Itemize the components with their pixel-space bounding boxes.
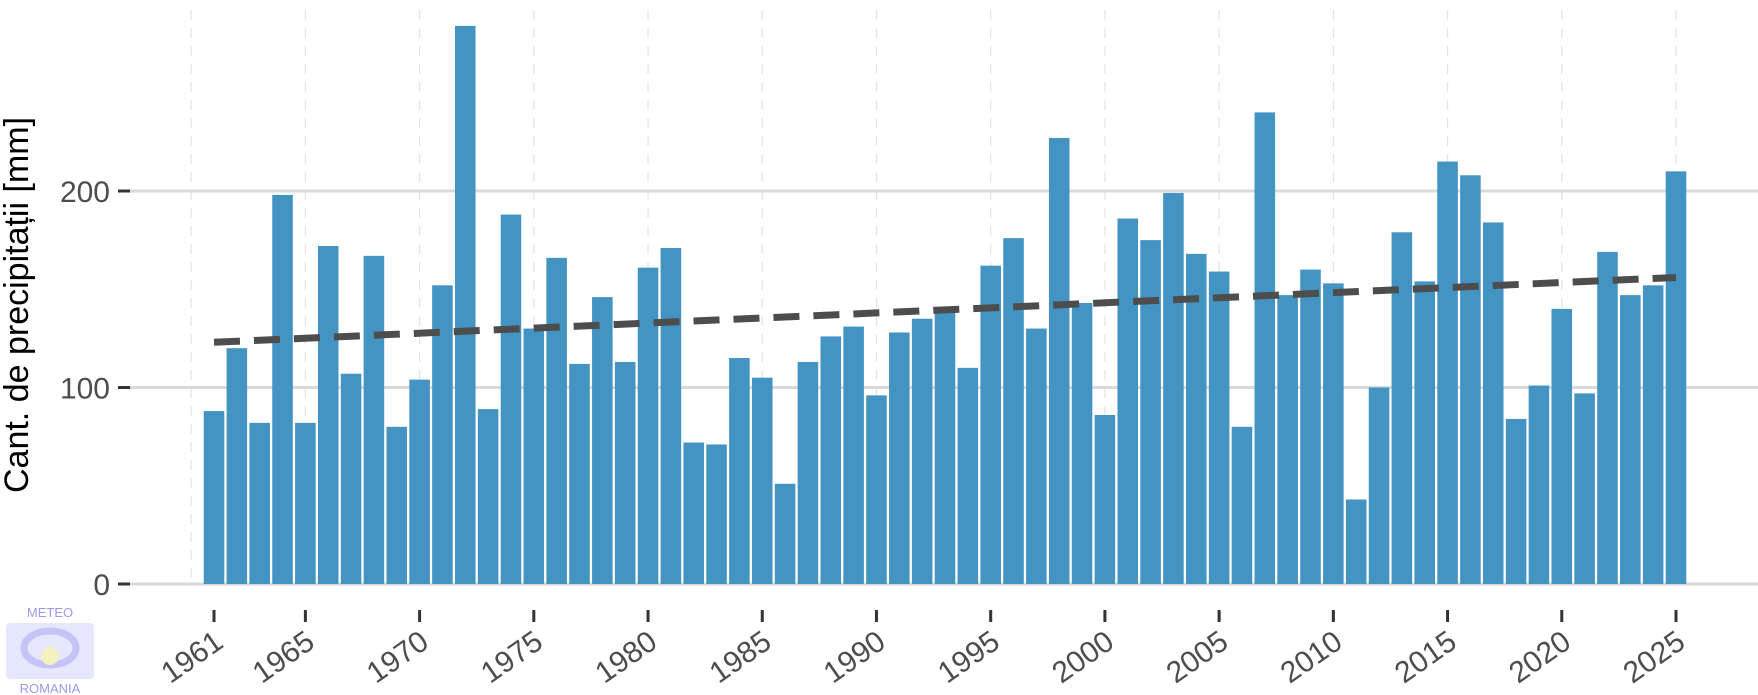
bar-1982 xyxy=(683,443,704,584)
bar-1966 xyxy=(318,246,339,584)
bar-2021 xyxy=(1574,393,1595,584)
x-tick-label: 1975 xyxy=(475,625,549,690)
bar-2004 xyxy=(1186,254,1207,584)
bar-2001 xyxy=(1117,219,1138,584)
bar-1975 xyxy=(524,329,545,584)
bar-1965 xyxy=(295,423,316,584)
bar-1989 xyxy=(843,327,864,584)
bar-1990 xyxy=(866,395,887,584)
x-tick-label: 2000 xyxy=(1046,625,1120,690)
bar-1968 xyxy=(364,256,385,584)
y-tick-label: 100 xyxy=(60,373,110,406)
bar-2016 xyxy=(1460,175,1481,584)
y-axis-title: Cant. de precipitații [mm] xyxy=(0,117,36,493)
x-tick-label: 1965 xyxy=(247,625,321,690)
bar-2006 xyxy=(1232,427,1253,584)
bar-2011 xyxy=(1346,500,1367,584)
x-tick-label: 2010 xyxy=(1275,625,1349,690)
bar-2024 xyxy=(1643,285,1664,584)
bar-1964 xyxy=(272,195,293,584)
bar-2009 xyxy=(1300,270,1321,584)
bar-2023 xyxy=(1620,295,1641,584)
bar-1979 xyxy=(615,362,636,584)
bar-1997 xyxy=(1026,329,1047,584)
bar-1962 xyxy=(227,348,248,584)
bar-1980 xyxy=(638,268,659,584)
bar-2022 xyxy=(1597,252,1618,584)
x-tick-label: 1961 xyxy=(155,625,229,690)
bar-2010 xyxy=(1323,283,1344,584)
bar-1978 xyxy=(592,297,613,584)
bar-1999 xyxy=(1072,303,1093,584)
bar-1972 xyxy=(455,26,476,584)
x-tick-label: 2005 xyxy=(1161,625,1235,690)
bar-2005 xyxy=(1209,272,1230,584)
bar-1995 xyxy=(980,266,1001,584)
bar-1970 xyxy=(409,380,430,584)
x-tick-label: 1985 xyxy=(704,625,778,690)
bar-2008 xyxy=(1277,295,1298,584)
bar-1992 xyxy=(912,319,933,584)
bar-1985 xyxy=(752,378,773,584)
bar-1977 xyxy=(569,364,590,584)
bar-1961 xyxy=(204,411,225,584)
bar-1981 xyxy=(661,248,682,584)
bar-1987 xyxy=(798,362,819,584)
logo-text-top: METEO xyxy=(27,605,73,620)
bar-2015 xyxy=(1437,162,1458,584)
x-tick-label: 2015 xyxy=(1389,625,1463,690)
x-tick-label: 2025 xyxy=(1617,625,1691,690)
bar-2017 xyxy=(1483,222,1504,584)
bar-2025 xyxy=(1666,171,1687,584)
bar-2013 xyxy=(1392,232,1413,584)
bar-2012 xyxy=(1369,388,1390,585)
bar-2007 xyxy=(1255,112,1276,584)
bar-2019 xyxy=(1529,386,1550,584)
bar-1986 xyxy=(775,484,796,584)
bar-1996 xyxy=(1003,238,1024,584)
bar-1984 xyxy=(729,358,750,584)
x-tick-label: 2020 xyxy=(1503,625,1577,690)
x-tick-label: 1970 xyxy=(361,625,435,690)
bar-1967 xyxy=(341,374,362,584)
meteo-romania-logo: METEO ROMANIA xyxy=(6,605,94,695)
bar-2002 xyxy=(1140,240,1161,584)
bars xyxy=(204,26,1687,584)
bar-1974 xyxy=(501,215,522,584)
bar-2003 xyxy=(1163,193,1184,584)
x-tick-label: 1980 xyxy=(589,625,663,690)
bar-1973 xyxy=(478,409,499,584)
bar-1991 xyxy=(889,332,910,584)
bar-1963 xyxy=(249,423,270,584)
bar-2014 xyxy=(1414,281,1435,584)
x-tick-label: 1995 xyxy=(932,625,1006,690)
bar-2020 xyxy=(1552,309,1573,584)
bar-1976 xyxy=(546,258,567,584)
y-tick-label: 0 xyxy=(93,569,110,602)
bar-1993 xyxy=(935,307,956,584)
bar-1983 xyxy=(706,444,727,584)
bar-2018 xyxy=(1506,419,1527,584)
bar-2000 xyxy=(1095,415,1116,584)
logo-sun xyxy=(41,647,59,665)
x-tick-label: 1990 xyxy=(818,625,892,690)
y-tick-label: 200 xyxy=(60,176,110,209)
bar-1994 xyxy=(958,368,979,584)
bar-1969 xyxy=(386,427,407,584)
logo-text-bottom: ROMANIA xyxy=(20,681,81,695)
bar-1998 xyxy=(1049,138,1070,584)
bar-1988 xyxy=(821,336,842,584)
